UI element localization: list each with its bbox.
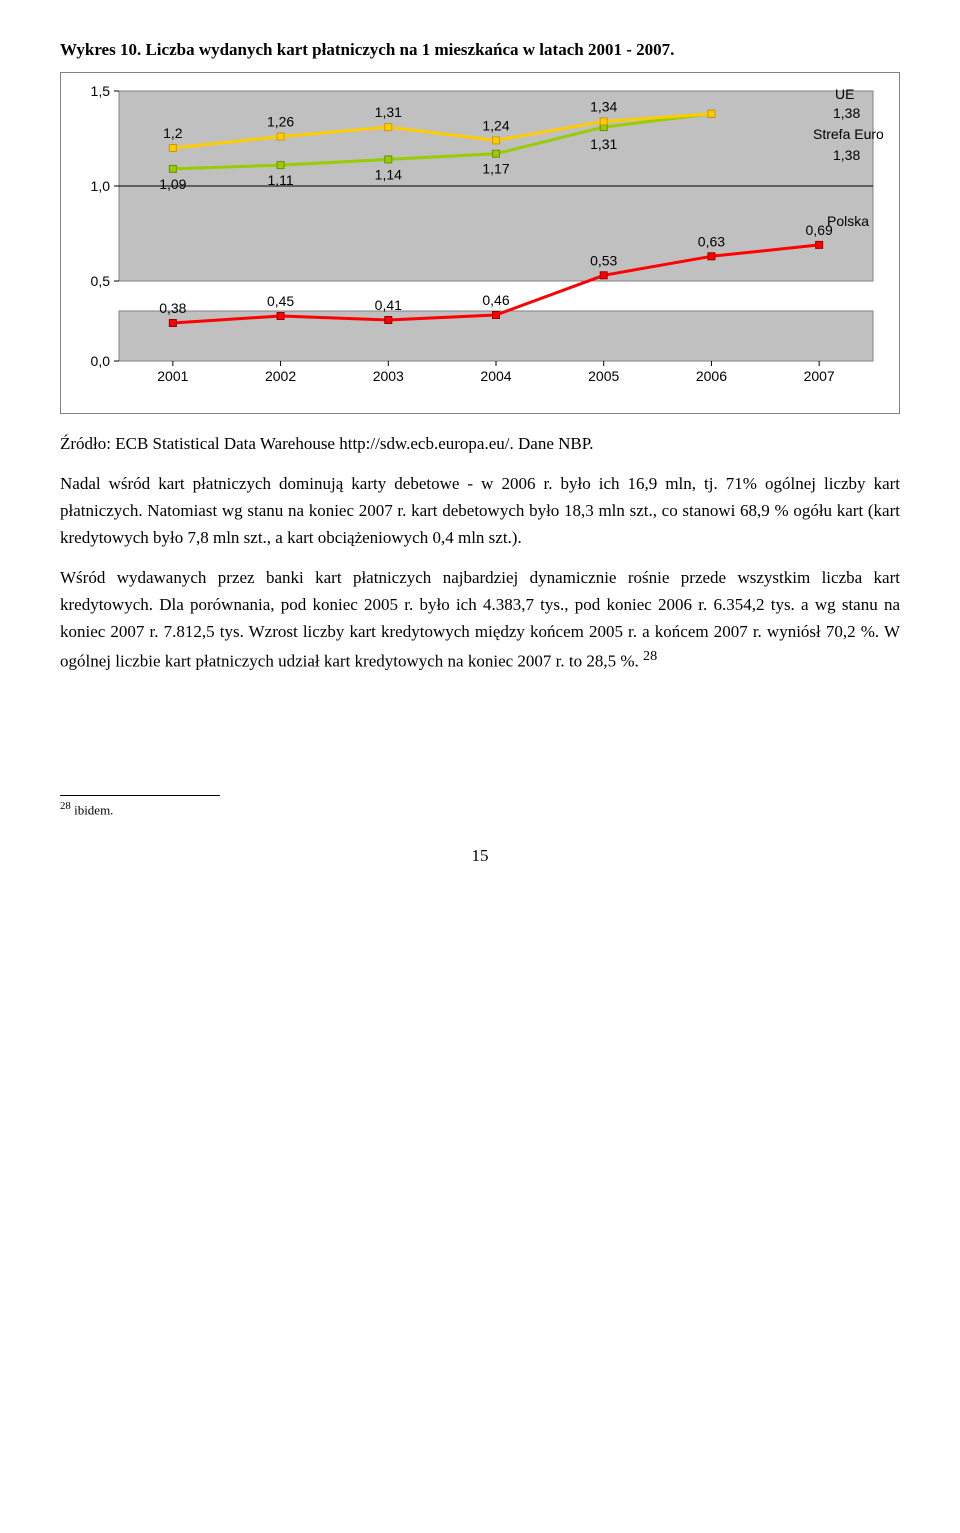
svg-text:2007: 2007	[804, 368, 835, 384]
svg-text:0,46: 0,46	[482, 292, 509, 308]
svg-text:0,5: 0,5	[91, 273, 111, 289]
svg-text:1,14: 1,14	[375, 166, 402, 182]
svg-text:Polska: Polska	[827, 213, 869, 229]
svg-text:1,38: 1,38	[833, 105, 860, 121]
svg-text:2004: 2004	[480, 368, 511, 384]
svg-text:UE: UE	[835, 86, 854, 102]
svg-text:2006: 2006	[696, 368, 727, 384]
paragraph-1: Nadal wśród kart płatniczych dominują ka…	[60, 470, 900, 552]
svg-text:2005: 2005	[588, 368, 619, 384]
svg-text:1,34: 1,34	[590, 98, 617, 114]
footnote-text: ibidem.	[71, 802, 114, 817]
svg-text:1,5: 1,5	[91, 85, 111, 99]
svg-text:1,2: 1,2	[163, 125, 183, 141]
chart-title: Wykres 10. Liczba wydanych kart płatnicz…	[60, 40, 900, 60]
svg-text:1,09: 1,09	[159, 176, 186, 192]
svg-text:2002: 2002	[265, 368, 296, 384]
svg-text:1,17: 1,17	[482, 161, 509, 177]
svg-text:1,24: 1,24	[482, 117, 509, 133]
footnote: 28 ibidem.	[60, 800, 900, 818]
svg-text:1,31: 1,31	[590, 136, 617, 152]
paragraph-2: Wśród wydawanych przez banki kart płatni…	[60, 564, 900, 675]
svg-text:0,41: 0,41	[375, 297, 402, 313]
svg-text:0,53: 0,53	[590, 252, 617, 268]
svg-text:1,0: 1,0	[91, 178, 111, 194]
svg-text:1,38: 1,38	[833, 147, 860, 163]
svg-text:1,31: 1,31	[375, 104, 402, 120]
svg-text:1,11: 1,11	[267, 172, 293, 188]
page-number: 15	[60, 846, 900, 866]
svg-text:0,63: 0,63	[698, 233, 725, 249]
footnote-number: 28	[60, 800, 71, 812]
svg-text:2001: 2001	[157, 368, 188, 384]
svg-text:Strefa Euro: Strefa Euro	[813, 126, 883, 142]
svg-text:2003: 2003	[373, 368, 404, 384]
footnote-rule	[60, 795, 220, 796]
paragraph-2-text: Wśród wydawanych przez banki kart płatni…	[60, 568, 900, 671]
chart-container: 0,0 0,5 1,0 1,5 2001 2002 2003 2004 2005 2006 2007…	[73, 85, 883, 405]
chart-source: Źródło: ECB Statistical Data Warehouse h…	[60, 434, 900, 454]
svg-text:0,0: 0,0	[91, 353, 111, 369]
svg-text:0,45: 0,45	[267, 293, 294, 309]
chart-svg: 0,0 0,5 1,0 1,5 2001 2002 2003 2004 2005 2006 2007…	[73, 85, 883, 405]
svg-text:0,38: 0,38	[159, 300, 186, 316]
chart-frame: 0,0 0,5 1,0 1,5 2001 2002 2003 2004 2005 2006 2007…	[60, 72, 900, 414]
footnote-ref: 28	[643, 648, 657, 664]
svg-text:1,26: 1,26	[267, 114, 294, 130]
